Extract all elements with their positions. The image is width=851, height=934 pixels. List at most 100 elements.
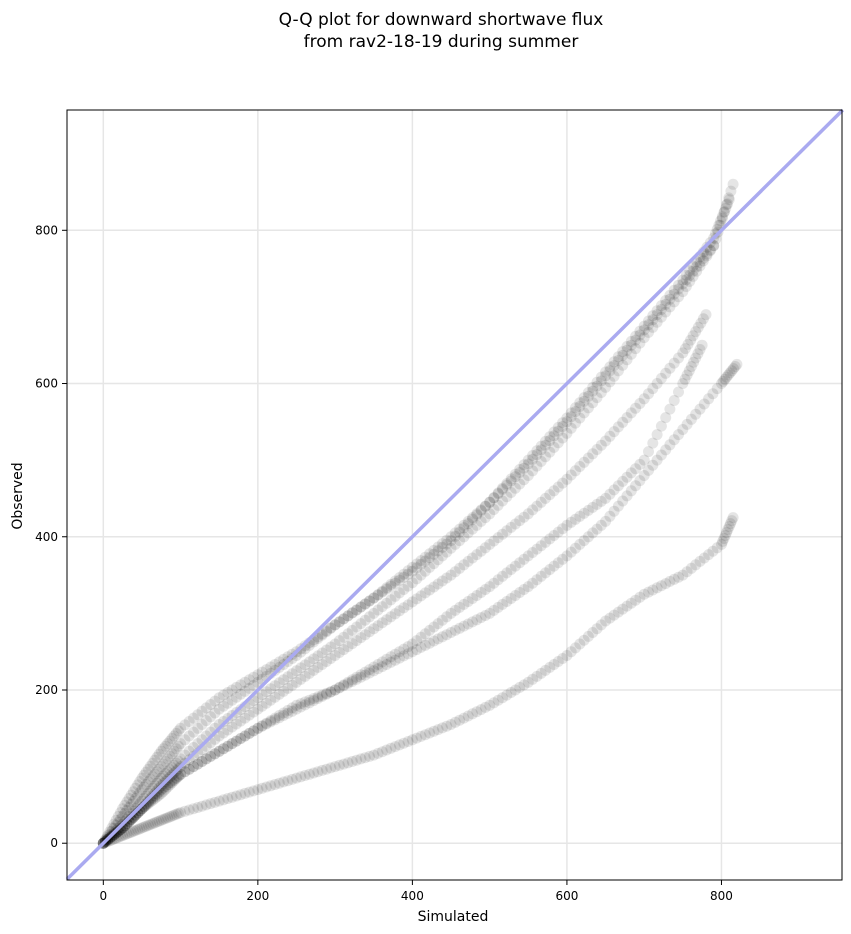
qq-point	[436, 575, 448, 587]
qq-point	[458, 620, 470, 632]
qq-point	[183, 730, 195, 742]
qq-point	[668, 288, 680, 300]
chart-title-line-2: from rav2-18-19 during summer	[304, 32, 579, 52]
qq-point	[394, 605, 405, 617]
qq-point	[694, 555, 706, 567]
qq-point	[355, 601, 367, 613]
qq-point	[235, 715, 247, 727]
qq-point	[578, 395, 590, 407]
qq-point	[291, 676, 302, 688]
qq-point	[574, 638, 586, 650]
qq-point	[701, 250, 713, 262]
qq-point	[192, 758, 204, 770]
qq-point	[574, 538, 586, 550]
qq-point	[552, 557, 564, 569]
qq-point	[389, 654, 401, 666]
qq-point	[170, 727, 182, 739]
qq-point	[269, 779, 281, 790]
qq-point	[668, 395, 680, 406]
qq-point	[209, 748, 221, 760]
qq-point	[548, 441, 560, 453]
qq-point	[299, 699, 311, 711]
qq-point	[385, 580, 397, 592]
qq-point	[621, 600, 633, 612]
qq-point	[239, 685, 251, 697]
qq-point	[321, 687, 332, 699]
qq-point	[697, 313, 709, 325]
qq-point	[692, 348, 704, 360]
qq-point	[604, 365, 616, 377]
qq-point	[260, 718, 272, 730]
qq-point	[142, 819, 154, 831]
qq-point	[424, 624, 436, 636]
qq-point	[630, 334, 642, 346]
qq-point	[321, 688, 332, 700]
qq-point	[719, 530, 731, 541]
qq-point	[638, 393, 650, 405]
qq-point	[600, 381, 612, 393]
qq-point	[432, 545, 444, 557]
qq-point	[595, 495, 607, 507]
qq-point	[449, 604, 461, 616]
qq-point	[183, 804, 195, 816]
qq-point	[312, 766, 324, 778]
qq-point	[540, 536, 551, 548]
qq-point	[681, 566, 693, 578]
qq-point	[625, 335, 637, 347]
qq-point	[505, 687, 517, 698]
qq-point	[600, 366, 612, 378]
qq-point	[518, 584, 530, 595]
qq-point	[638, 588, 650, 600]
qq-point	[188, 726, 199, 738]
qq-point	[155, 814, 167, 826]
qq-point	[273, 677, 285, 689]
qq-point	[394, 646, 405, 658]
qq-point	[625, 467, 637, 479]
qq-point	[595, 371, 607, 383]
qq-point	[445, 531, 457, 543]
qq-point	[308, 664, 320, 676]
qq-point	[291, 665, 302, 677]
qq-point	[303, 694, 315, 706]
qq-point	[612, 606, 624, 618]
qq-point	[325, 762, 337, 774]
qq-point	[591, 498, 603, 510]
qq-point	[132, 790, 144, 802]
qq-point	[188, 761, 199, 773]
qq-point	[316, 764, 328, 776]
qq-point	[303, 697, 315, 709]
qq-point	[138, 769, 150, 781]
qq-point	[316, 689, 328, 701]
qq-point	[428, 725, 440, 737]
qq-point	[518, 462, 530, 474]
qq-point	[419, 551, 431, 563]
qq-point	[535, 455, 547, 467]
qq-point	[200, 702, 212, 714]
qq-point	[655, 304, 667, 315]
qq-point	[544, 661, 556, 673]
qq-point	[432, 554, 444, 566]
qq-point	[522, 458, 534, 470]
qq-point	[484, 581, 496, 593]
qq-point	[398, 602, 410, 614]
qq-point	[394, 652, 405, 664]
y-axis-ticks: 0 200 400 600 800	[35, 223, 67, 850]
qq-point	[497, 495, 508, 507]
qq-point	[381, 582, 393, 594]
qq-point	[643, 586, 654, 598]
qq-point	[612, 421, 624, 433]
qq-point	[406, 734, 418, 746]
qq-point	[376, 617, 388, 629]
qq-point	[119, 829, 131, 841]
qq-point	[321, 656, 332, 667]
qq-point	[574, 397, 586, 409]
qq-point	[721, 371, 733, 383]
qq-point	[160, 740, 172, 752]
qq-point	[329, 619, 341, 631]
qq-point	[544, 431, 556, 443]
qq-point	[368, 623, 380, 635]
qq-point	[145, 819, 156, 830]
qq-point	[351, 604, 363, 616]
qq-point	[660, 412, 672, 424]
qq-point	[471, 706, 483, 718]
